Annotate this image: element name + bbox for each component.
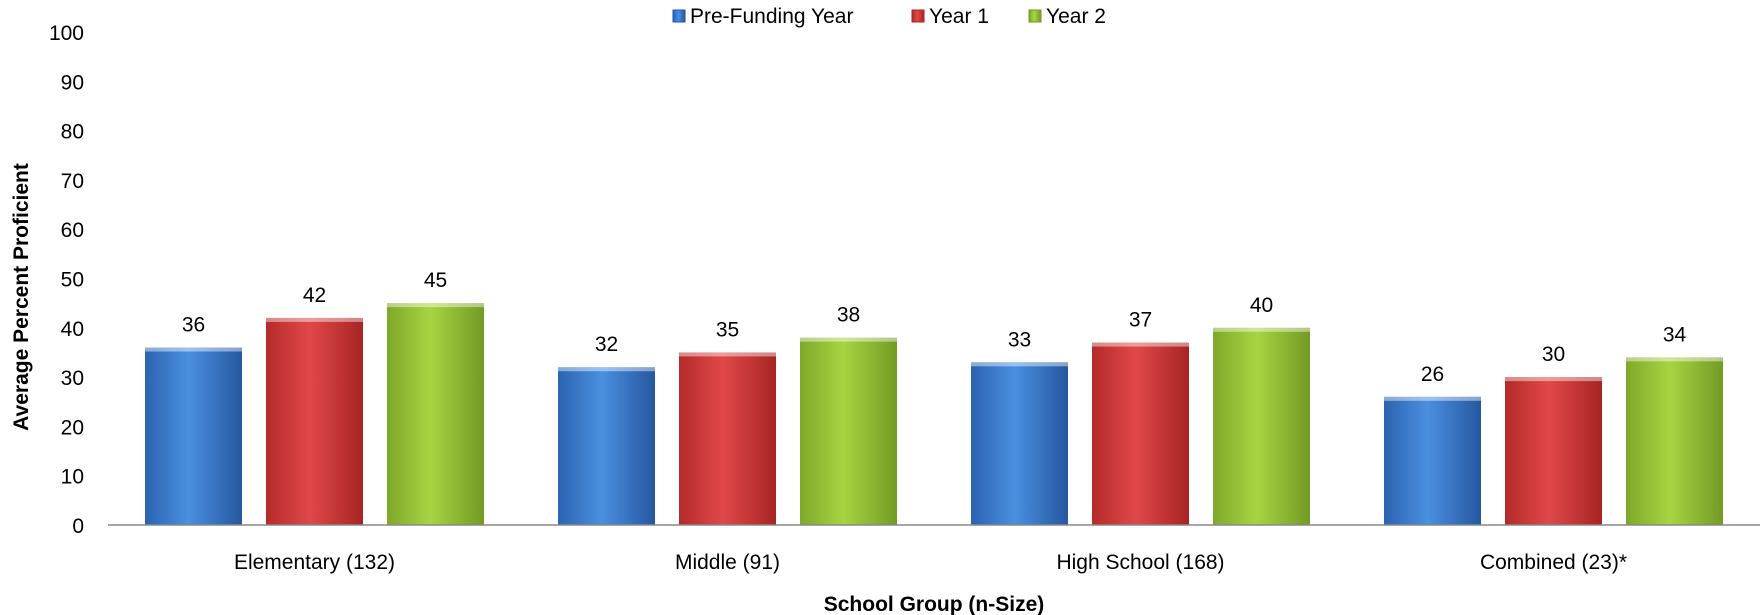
legend-swatch-pre-funding	[672, 9, 686, 23]
y-tick-label: 10	[61, 466, 84, 489]
bar-top-highlight	[1384, 396, 1481, 401]
bar	[266, 317, 363, 525]
data-label: 42	[303, 284, 326, 307]
y-tick-label: 50	[61, 269, 84, 292]
y-tick-label: 80	[61, 121, 84, 144]
bar-top-highlight	[1213, 327, 1310, 332]
data-label: 33	[1008, 328, 1031, 351]
y-tick-label: 30	[61, 367, 84, 390]
legend-swatch-year-2	[1028, 9, 1042, 23]
bar	[1213, 327, 1310, 525]
legend: Pre-Funding Year Year 1 Year 2	[672, 5, 1106, 28]
category-label: Elementary (132)	[234, 551, 395, 574]
bar-series	[145, 303, 1723, 525]
bar-top-highlight	[679, 352, 776, 357]
y-tick-label: 60	[61, 219, 84, 242]
bar	[971, 362, 1068, 525]
data-label: 35	[716, 318, 739, 341]
bar-top-highlight	[266, 317, 363, 322]
bar-top-highlight	[387, 303, 484, 308]
y-tick-label: 20	[61, 416, 84, 439]
x-axis-title: School Group (n-Size)	[824, 593, 1045, 615]
legend-label-year-1: Year 1	[929, 5, 989, 28]
category-label: Combined (23)*	[1480, 551, 1627, 574]
data-label: 30	[1542, 343, 1565, 366]
legend-label-year-2: Year 2	[1046, 5, 1106, 28]
category-label: Middle (91)	[675, 551, 780, 574]
bar	[1092, 342, 1189, 525]
bar-top-highlight	[145, 347, 242, 352]
data-labels: 36 42 45 32 35 38 33 37 40 26 30 34	[182, 269, 1687, 386]
bar	[1626, 357, 1723, 525]
bar-top-highlight	[971, 362, 1068, 367]
y-tick-label: 90	[61, 71, 84, 94]
x-axis: Elementary (132) Middle (91) High School (…	[234, 551, 1627, 574]
bar-top-highlight	[1505, 377, 1602, 382]
bar	[1505, 377, 1602, 525]
bar	[1384, 396, 1481, 525]
data-label: 38	[837, 304, 860, 327]
data-label: 40	[1250, 294, 1273, 317]
bar-top-highlight	[800, 337, 897, 342]
bar-top-highlight	[1626, 357, 1723, 362]
legend-label-pre-funding: Pre-Funding Year	[690, 5, 853, 28]
data-label: 32	[595, 333, 618, 356]
bar	[558, 367, 655, 525]
data-label: 34	[1663, 323, 1687, 346]
data-label: 36	[182, 314, 205, 337]
data-label: 37	[1129, 309, 1152, 332]
legend-swatch-year-1	[911, 9, 925, 23]
bar-top-highlight	[558, 367, 655, 372]
y-tick-label: 0	[72, 515, 84, 538]
y-axis: 0 10 20 30 40 50 60 70 80 90 100	[49, 22, 84, 538]
bar	[145, 347, 242, 525]
y-tick-label: 70	[61, 170, 84, 193]
category-label: High School (168)	[1056, 551, 1224, 574]
y-tick-label: 100	[49, 22, 84, 45]
bar-top-highlight	[1092, 342, 1189, 347]
bar	[800, 337, 897, 525]
y-axis-title: Average Percent Proficient	[10, 163, 33, 431]
bar	[679, 352, 776, 525]
bar	[387, 303, 484, 525]
data-label: 26	[1421, 363, 1444, 386]
y-tick-label: 40	[61, 318, 84, 341]
data-label: 45	[424, 269, 447, 292]
